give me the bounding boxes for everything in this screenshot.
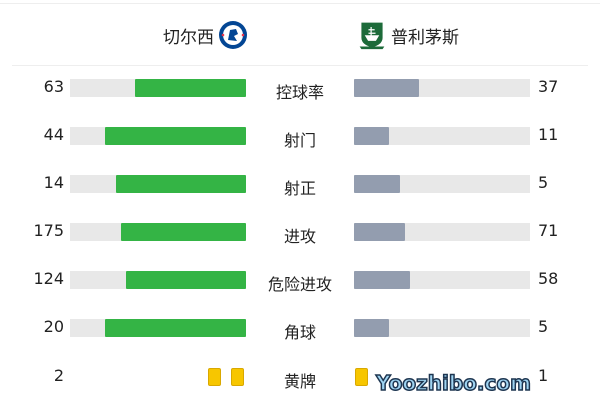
away-value: 37 xyxy=(538,77,559,96)
home-bar-fill xyxy=(135,79,246,97)
away-value: 11 xyxy=(538,125,559,144)
yellow-card-icon xyxy=(208,368,221,386)
home-bar-track xyxy=(70,175,246,193)
home-bar-fill xyxy=(105,127,246,145)
home-value: 2 xyxy=(53,366,64,385)
home-bar-fill xyxy=(126,271,246,289)
away-value: 58 xyxy=(538,269,559,288)
chelsea-crest-icon xyxy=(219,21,247,49)
stat-row: 14 射正 5 xyxy=(0,169,600,199)
stat-label: 射门 xyxy=(283,131,316,150)
away-bar-fill xyxy=(354,271,411,289)
away-team-name: 普利茅斯 xyxy=(391,27,459,48)
away-value: 5 xyxy=(538,317,549,336)
home-bar-track xyxy=(70,271,246,289)
away-bar-track xyxy=(354,223,530,241)
away-bar-fill xyxy=(354,319,390,337)
away-bar-track xyxy=(354,319,530,337)
away-value: 71 xyxy=(538,221,559,240)
home-value: 20 xyxy=(43,317,64,336)
stat-row: 63 控球率 37 xyxy=(0,73,600,103)
home-bar-track xyxy=(70,319,246,337)
watermark: Yoozhibo.com xyxy=(375,370,531,396)
home-bar-track xyxy=(70,79,246,97)
stat-label: 危险进攻 xyxy=(267,275,332,294)
home-bar-track xyxy=(70,127,246,145)
away-bar-track xyxy=(354,127,530,145)
away-bar-fill xyxy=(354,175,401,193)
divider xyxy=(0,3,600,4)
stat-row: 44 射门 11 xyxy=(0,121,600,151)
home-bar-fill xyxy=(116,175,246,193)
home-value: 14 xyxy=(43,173,64,192)
away-bar-fill xyxy=(354,223,405,241)
plymouth-crest-icon xyxy=(359,22,385,50)
home-value: 63 xyxy=(43,77,64,96)
away-bar-track xyxy=(354,271,530,289)
home-value: 124 xyxy=(33,269,64,288)
stat-label: 角球 xyxy=(283,323,316,342)
stat-row: 20 角球 5 xyxy=(0,313,600,343)
away-bar-fill xyxy=(354,127,390,145)
yellow-card-icon xyxy=(231,368,244,386)
home-team-name: 切尔西 xyxy=(163,27,214,48)
away-value: 1 xyxy=(538,366,549,385)
yellow-card-icon xyxy=(355,368,368,386)
stat-label: 进攻 xyxy=(283,227,316,246)
away-bar-track xyxy=(354,79,530,97)
stat-label: 射正 xyxy=(283,179,316,198)
home-bar-fill xyxy=(105,319,246,337)
home-value: 44 xyxy=(43,125,64,144)
away-bar-track xyxy=(354,175,530,193)
home-bar-fill xyxy=(120,223,246,241)
stat-row-yellow-cards: 2 黄牌 1 xyxy=(0,362,600,392)
away-team[interactable]: 普利茅斯 xyxy=(357,20,459,50)
stat-label: 控球率 xyxy=(275,83,324,102)
stat-row: 175 进攻 71 xyxy=(0,217,600,247)
away-bar-fill xyxy=(354,79,420,97)
home-value: 175 xyxy=(33,221,64,240)
stat-row: 124 危险进攻 58 xyxy=(0,265,600,295)
home-team[interactable]: 切尔西 xyxy=(163,20,248,50)
stat-label: 黄牌 xyxy=(283,372,316,391)
home-bar-track xyxy=(70,223,246,241)
away-value: 5 xyxy=(538,173,549,192)
divider xyxy=(12,65,588,66)
match-header: 切尔西 普利茅斯 xyxy=(0,14,600,59)
